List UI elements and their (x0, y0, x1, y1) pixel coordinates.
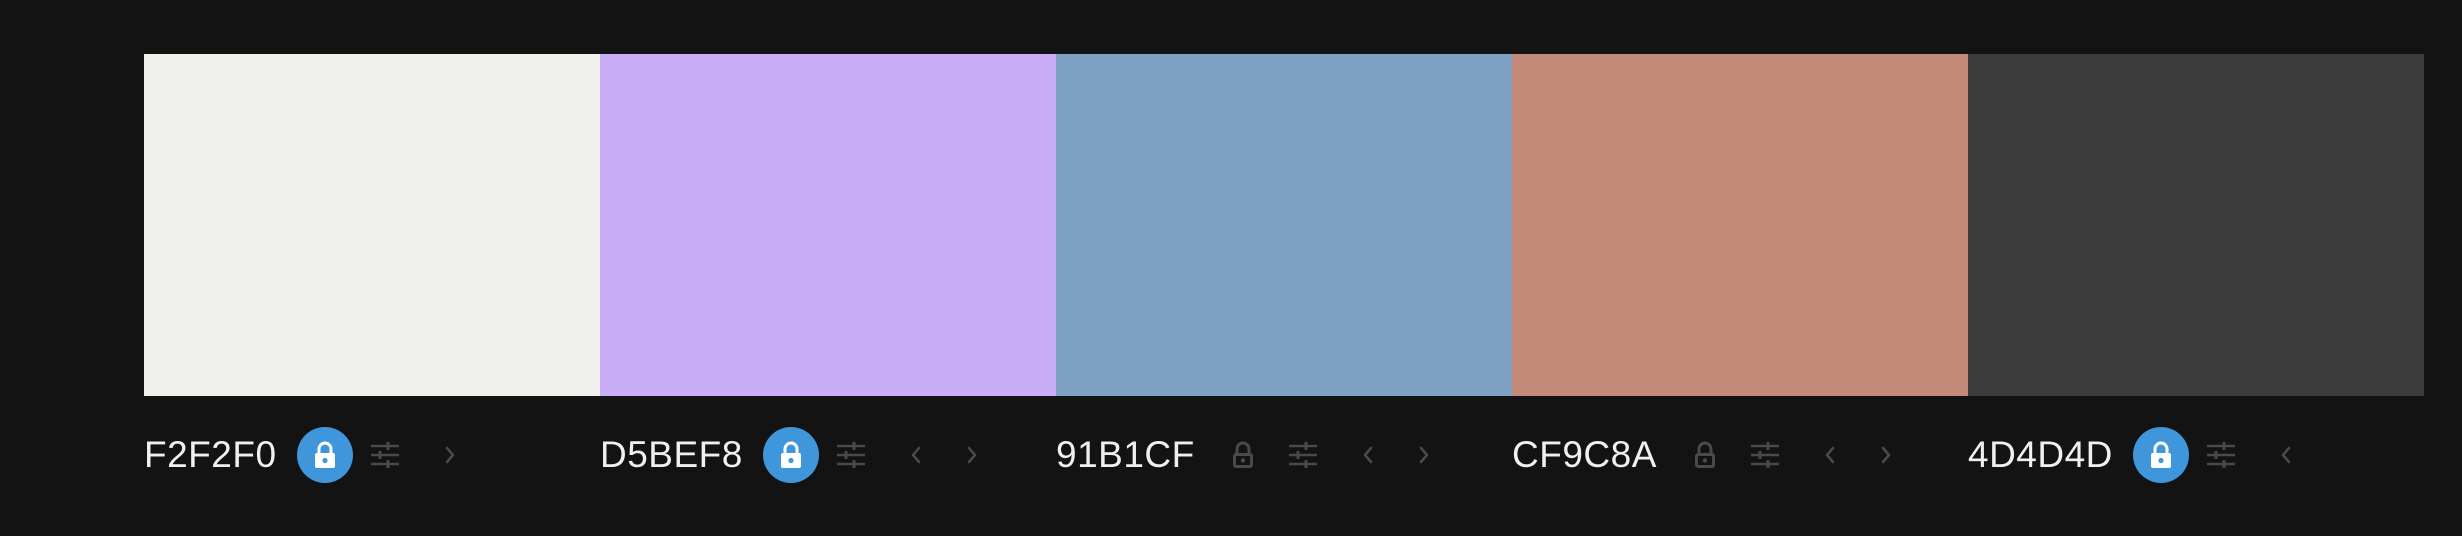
sliders-icon (370, 442, 399, 468)
lock-icon (1694, 441, 1715, 468)
adjust-color-button[interactable] (1745, 427, 1785, 483)
adjust-color-button[interactable] (831, 427, 871, 483)
color-swatch[interactable] (144, 54, 600, 396)
chevron-right-icon (1419, 446, 1428, 464)
color-swatch[interactable] (600, 54, 1056, 396)
color-palette-strip (144, 54, 2424, 396)
color-swatch[interactable] (1512, 54, 1968, 396)
hex-code-label[interactable]: CF9C8A (1512, 434, 1657, 475)
sliders-icon (836, 442, 865, 468)
color-swatch[interactable] (1968, 54, 2424, 396)
adjust-color-button[interactable] (365, 427, 405, 483)
move-right-button[interactable] (961, 427, 983, 483)
chevron-right-icon (445, 446, 454, 464)
sliders-icon (2206, 442, 2235, 468)
move-right-button[interactable] (1413, 427, 1435, 483)
adjust-color-button[interactable] (2201, 427, 2241, 483)
swatch-controls: D5BEF8 (600, 423, 1056, 487)
move-right-button[interactable] (1875, 427, 1897, 483)
lock-toggle-locked[interactable] (296, 427, 353, 483)
chevron-left-icon (2281, 446, 2291, 464)
chevron-right-icon (967, 446, 977, 464)
chevron-right-icon (1881, 446, 1891, 464)
move-right-button[interactable] (439, 427, 461, 483)
swatch-controls: F2F2F0 (144, 423, 600, 487)
chevron-left-icon (1363, 446, 1372, 464)
lock-icon (1232, 441, 1253, 468)
sliders-icon (1750, 442, 1779, 468)
hex-code-label[interactable]: F2F2F0 (144, 434, 277, 475)
move-left-button[interactable] (905, 427, 927, 483)
adjust-color-button[interactable] (1283, 427, 1323, 483)
move-left-button[interactable] (1357, 427, 1379, 483)
move-left-button[interactable] (2275, 427, 2297, 483)
swatch-controls: 91B1CF (1056, 423, 1512, 487)
lock-toggle-unlocked[interactable] (1215, 427, 1271, 483)
lock-toggle-locked[interactable] (762, 427, 819, 483)
palette-controls: F2F2F0 D5BEF8 91B1CF CF9C8A 4D4D4D (144, 423, 2424, 487)
move-left-button[interactable] (1819, 427, 1841, 483)
chevron-left-icon (1825, 446, 1835, 464)
swatch-controls: 4D4D4D (1968, 423, 2424, 487)
lock-toggle-locked[interactable] (2132, 427, 2189, 483)
color-swatch[interactable] (1056, 54, 1512, 396)
lock-icon (2150, 441, 2171, 468)
lock-toggle-unlocked[interactable] (1677, 427, 1733, 483)
hex-code-label[interactable]: D5BEF8 (600, 434, 743, 475)
chevron-left-icon (911, 446, 921, 464)
lock-icon (780, 441, 801, 468)
lock-icon (314, 441, 335, 468)
hex-code-label[interactable]: 4D4D4D (1968, 434, 2113, 475)
hex-code-label[interactable]: 91B1CF (1056, 434, 1195, 475)
swatch-controls: CF9C8A (1512, 423, 1968, 487)
sliders-icon (1288, 442, 1317, 468)
